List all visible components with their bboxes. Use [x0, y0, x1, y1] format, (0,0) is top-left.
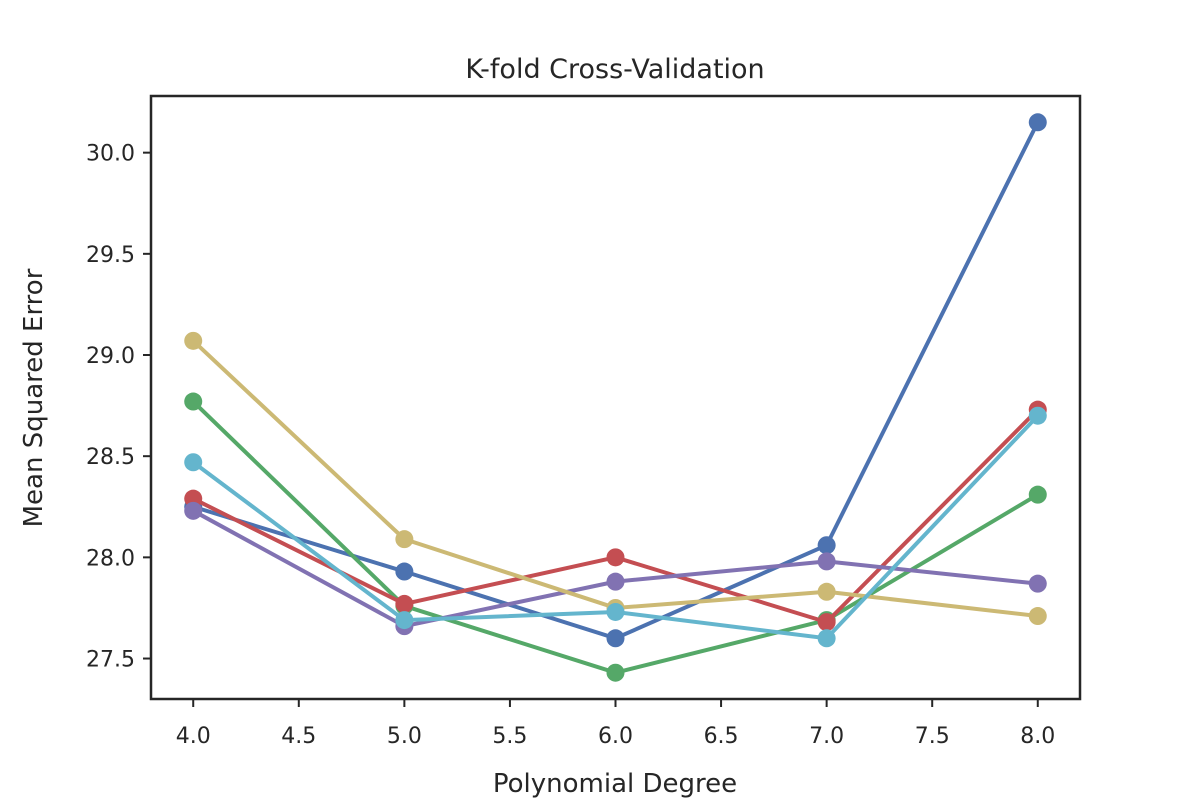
- y-tick-label: 27.5: [86, 648, 135, 673]
- x-tick-label: 7.5: [915, 724, 950, 749]
- data-point: [1028, 485, 1047, 504]
- x-axis-title: Polynomial Degree: [493, 769, 737, 799]
- data-point: [184, 331, 203, 350]
- data-point: [1028, 607, 1047, 626]
- data-point: [184, 501, 203, 520]
- data-point: [1028, 406, 1047, 425]
- data-point: [395, 530, 414, 549]
- data-point: [395, 594, 414, 613]
- data-point: [395, 611, 414, 630]
- data-point: [606, 663, 625, 682]
- series-6: [184, 406, 1047, 648]
- data-point: [817, 552, 836, 571]
- x-tick-label: 8.0: [1020, 724, 1055, 749]
- x-tick-label: 6.0: [598, 724, 633, 749]
- series-layer: [184, 113, 1047, 682]
- y-axis-title: Mean Squared Error: [19, 268, 49, 527]
- data-point: [606, 548, 625, 567]
- data-point: [817, 536, 836, 555]
- data-point: [1028, 574, 1047, 593]
- x-tick-label: 7.0: [809, 724, 844, 749]
- data-point: [1028, 113, 1047, 132]
- y-tick-label: 28.0: [86, 546, 135, 571]
- data-point: [817, 582, 836, 601]
- x-tick-label: 6.5: [704, 724, 739, 749]
- y-tick-label: 30.0: [86, 142, 135, 167]
- y-tick-label: 29.0: [86, 344, 135, 369]
- data-point: [184, 392, 203, 411]
- data-point: [395, 562, 414, 581]
- y-axis: 27.5 28.0 28.5 29.0 29.5 30.0: [86, 142, 151, 673]
- data-point: [184, 453, 203, 472]
- data-point: [606, 629, 625, 648]
- y-tick-label: 29.5: [86, 243, 135, 268]
- x-tick-label: 5.0: [387, 724, 422, 749]
- plot-frame: [149, 94, 1082, 701]
- x-tick-label: 4.5: [281, 724, 316, 749]
- data-point: [606, 602, 625, 621]
- chart-title: K-fold Cross-Validation: [465, 54, 764, 85]
- x-axis: 4.0 4.5 5.0 5.5 6.0 6.5 7.0 7.5 8.0: [176, 699, 1055, 749]
- x-tick-label: 5.5: [492, 724, 527, 749]
- data-point: [606, 572, 625, 591]
- data-point: [817, 613, 836, 632]
- plot-area: 4.0 4.5 5.0 5.5 6.0 6.5 7.0 7.5 8.0 27.5 28.0 28.5…: [86, 94, 1082, 749]
- y-tick-label: 28.5: [86, 445, 135, 470]
- x-tick-label: 4.0: [176, 724, 211, 749]
- data-point: [817, 629, 836, 648]
